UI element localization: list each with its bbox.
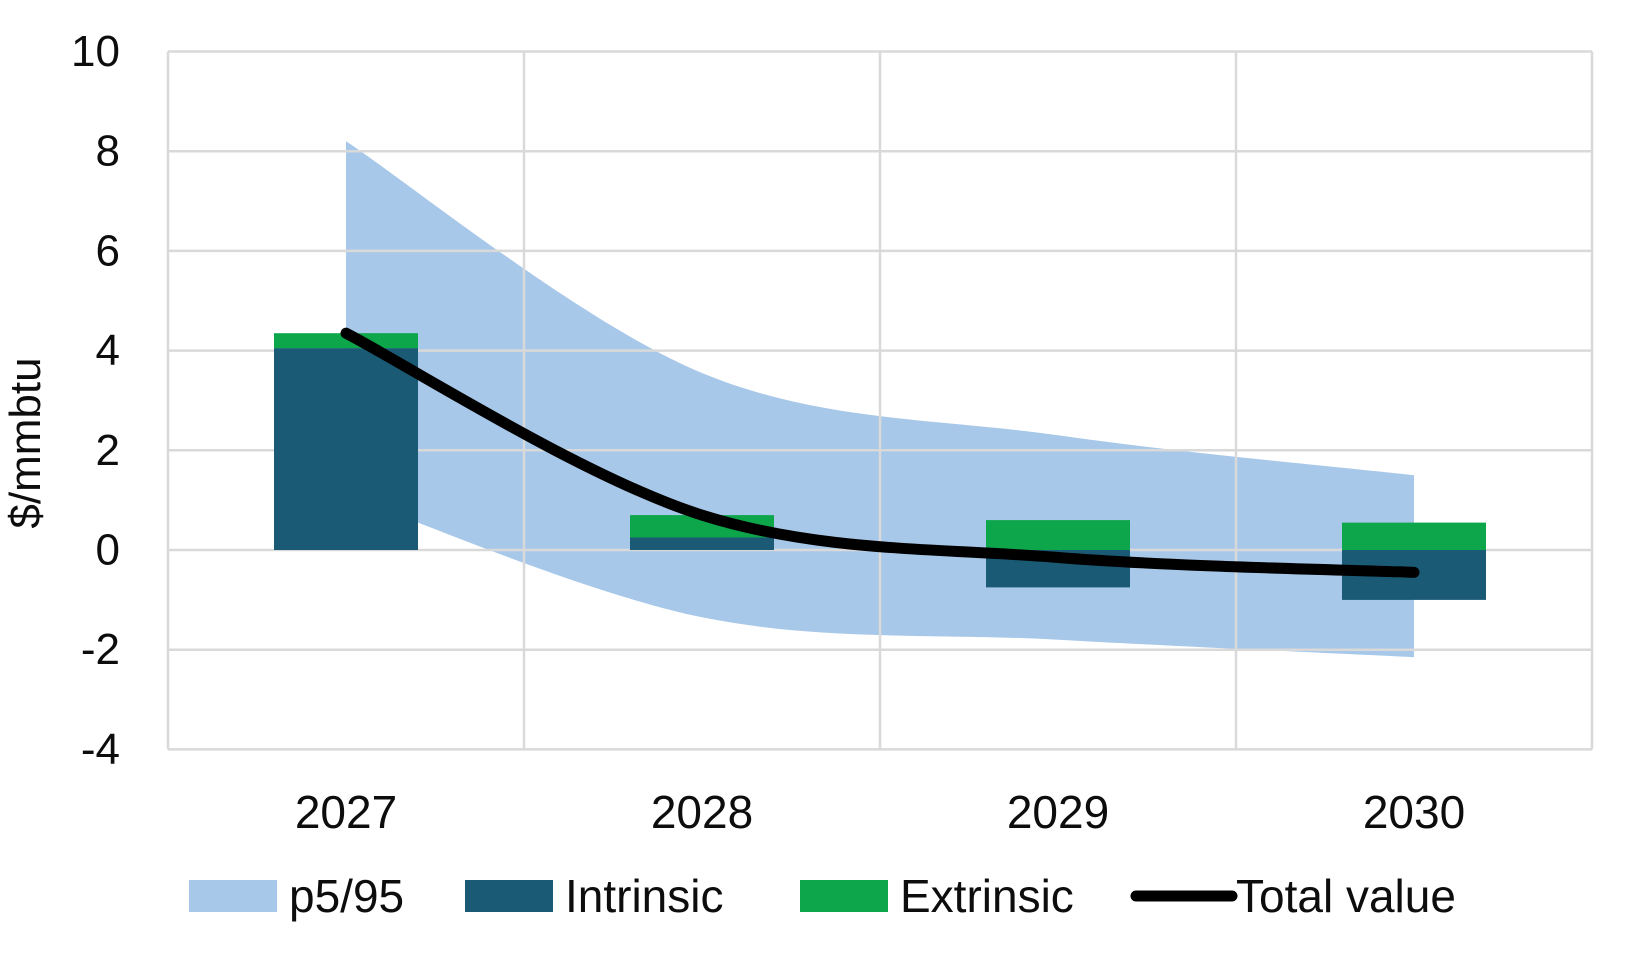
y-axis-tick-label: -2 bbox=[81, 625, 120, 674]
intrinsic-bar bbox=[274, 348, 418, 550]
y-axis-tick-label: -4 bbox=[81, 725, 120, 774]
legend-swatch bbox=[800, 880, 888, 912]
x-axis-tick-label: 2027 bbox=[295, 786, 397, 838]
legend-label: Total value bbox=[1236, 870, 1456, 922]
y-axis-tick-label: 0 bbox=[96, 526, 120, 575]
legend-item-intrinsic: Intrinsic bbox=[465, 870, 723, 922]
y-axis-tick-label: 10 bbox=[71, 27, 120, 76]
total-value-line bbox=[340, 327, 1420, 578]
y-axis-title: $/mmbtu bbox=[1, 357, 50, 528]
legend-label: p5/95 bbox=[289, 870, 404, 922]
gridlines bbox=[166, 50, 1594, 751]
y-axis-tick-label: 6 bbox=[96, 226, 120, 275]
intrinsic-bar bbox=[630, 537, 774, 550]
extrinsic-bar bbox=[986, 520, 1130, 550]
legend-item-p5-95: p5/95 bbox=[189, 870, 404, 922]
extrinsic-bar bbox=[274, 333, 418, 349]
bars bbox=[274, 333, 1486, 600]
legend-item-extrinsic: Extrinsic bbox=[800, 870, 1074, 922]
y-axis-tick-label: 4 bbox=[96, 326, 120, 375]
y-axis-tick-label: 2 bbox=[96, 426, 120, 475]
legend: p5/95 Intrinsic Extrinsic Total value bbox=[189, 870, 1456, 922]
p5-95-band bbox=[346, 141, 1414, 658]
y-axis-tick-label: 8 bbox=[96, 127, 120, 176]
extrinsic-bar bbox=[1342, 522, 1486, 550]
legend-swatch bbox=[189, 880, 277, 912]
x-axis-tick-label: 2029 bbox=[1007, 786, 1109, 838]
legend-label: Intrinsic bbox=[565, 870, 723, 922]
x-axis-tick-label: 2030 bbox=[1363, 786, 1465, 838]
x-axis-tick-label: 2028 bbox=[651, 786, 753, 838]
legend-item-total-value: Total value bbox=[1130, 870, 1456, 922]
legend-label: Extrinsic bbox=[900, 870, 1074, 922]
legend-swatch bbox=[465, 880, 553, 912]
